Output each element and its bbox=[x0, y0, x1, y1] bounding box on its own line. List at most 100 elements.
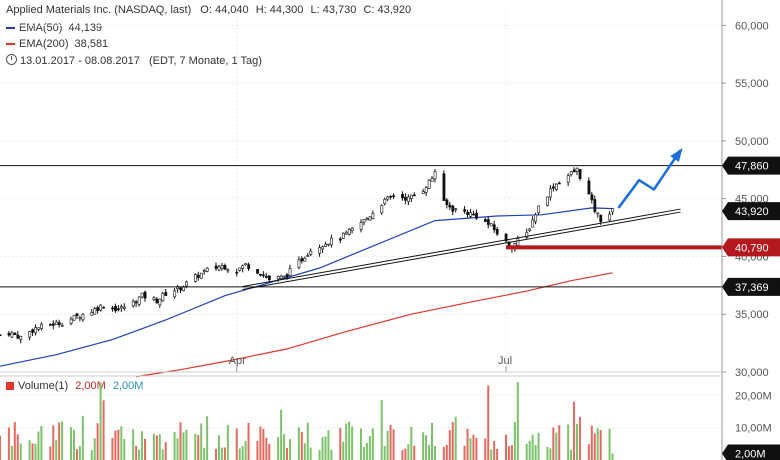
volume-bar bbox=[217, 435, 220, 460]
volume-bar bbox=[176, 438, 179, 460]
volume-bar bbox=[19, 443, 22, 460]
volume-bar bbox=[93, 438, 96, 460]
volume-bar bbox=[58, 422, 61, 460]
candle-body bbox=[433, 171, 437, 180]
volume-bar bbox=[345, 423, 348, 460]
candle-body bbox=[196, 274, 200, 278]
candle-body bbox=[492, 224, 496, 231]
volume-bar bbox=[472, 434, 475, 460]
candle-body bbox=[214, 265, 218, 269]
volume-bar bbox=[401, 450, 404, 460]
volume-bar bbox=[268, 443, 271, 460]
candle-body bbox=[546, 196, 549, 206]
date-range-note: (EDT, 7 Monate, 1 Tag) bbox=[148, 55, 262, 67]
candle-body bbox=[596, 212, 600, 215]
volume-bar bbox=[306, 422, 309, 460]
candle-body bbox=[504, 233, 508, 242]
candle-body bbox=[552, 186, 555, 189]
volume-bar bbox=[16, 434, 19, 460]
candle-body bbox=[285, 274, 289, 278]
candle-body bbox=[259, 273, 262, 276]
candle-body bbox=[54, 321, 58, 326]
volume-bar bbox=[265, 437, 268, 460]
candle-body bbox=[161, 293, 165, 302]
volume-bar bbox=[300, 431, 303, 460]
volume-bar bbox=[61, 421, 64, 460]
candle-body bbox=[10, 332, 14, 338]
candle-body bbox=[483, 219, 487, 222]
volume-bar bbox=[7, 427, 10, 460]
candle-body bbox=[338, 238, 342, 241]
candle-body bbox=[599, 214, 603, 223]
candle-body bbox=[205, 267, 209, 272]
candle-body bbox=[158, 298, 162, 306]
support-tag: 40,790 bbox=[722, 238, 780, 257]
volume-bar bbox=[442, 446, 445, 460]
volume-bar bbox=[238, 448, 241, 460]
volume-bar bbox=[182, 432, 185, 460]
price-tag-shape bbox=[722, 277, 780, 296]
volume-bar bbox=[422, 432, 425, 460]
candle-body bbox=[427, 179, 431, 189]
volume-bar bbox=[466, 428, 469, 460]
volume-bar bbox=[31, 443, 34, 460]
volume-bar bbox=[132, 429, 135, 460]
candle-body bbox=[0, 334, 2, 337]
volume-bar bbox=[206, 416, 209, 460]
volume-bar bbox=[368, 436, 371, 460]
candle-body bbox=[276, 276, 280, 280]
volume-bar bbox=[226, 424, 229, 460]
candle-body bbox=[368, 216, 372, 221]
y-tick-label: 55,000 bbox=[735, 78, 769, 90]
indicator-lines bbox=[0, 207, 613, 378]
volume-bar bbox=[70, 427, 73, 460]
volume-bar bbox=[365, 443, 368, 460]
volume-bar bbox=[247, 422, 250, 460]
volume-bar bbox=[72, 430, 75, 460]
y-tick-label: 50,000 bbox=[735, 136, 769, 148]
candle-body bbox=[60, 324, 64, 327]
ema200-legend[interactable]: EMA(200) 38,581 bbox=[6, 38, 108, 50]
volume-bar bbox=[504, 434, 507, 460]
volume-bar bbox=[99, 382, 102, 460]
volume-bar bbox=[203, 447, 206, 460]
volume-bar bbox=[428, 445, 431, 460]
candle-body bbox=[140, 292, 144, 298]
candle-body bbox=[451, 205, 455, 212]
candle-body bbox=[28, 331, 32, 338]
volume-bar bbox=[37, 431, 40, 460]
price-tag-shape bbox=[722, 156, 780, 175]
volume-bar bbox=[13, 422, 16, 460]
candle-body bbox=[410, 194, 413, 200]
support-tag-text: 40,790 bbox=[735, 242, 769, 254]
volume-bar bbox=[407, 444, 410, 460]
volume-bar bbox=[490, 449, 493, 460]
volume-bar bbox=[448, 430, 451, 460]
annotations bbox=[0, 148, 722, 290]
candle-body bbox=[220, 264, 224, 269]
candle-body bbox=[122, 306, 126, 309]
candle-body bbox=[309, 250, 313, 255]
volume-bar bbox=[164, 442, 167, 460]
candle-body bbox=[412, 194, 416, 197]
volume-legend[interactable]: Volume(1) 2,00M 2,00M bbox=[6, 380, 143, 392]
volume-bar bbox=[531, 434, 534, 460]
volume-bar bbox=[220, 447, 223, 460]
candle-body bbox=[442, 173, 446, 201]
volume-bar bbox=[380, 400, 383, 460]
ema200-value: 38,581 bbox=[74, 38, 109, 50]
candle-body bbox=[267, 275, 271, 281]
volume-bar bbox=[138, 449, 141, 460]
candle-body bbox=[578, 169, 582, 179]
ema50-swatch bbox=[6, 27, 15, 30]
volume-bar bbox=[324, 436, 327, 460]
clock-icon bbox=[6, 54, 17, 65]
volume-bar bbox=[179, 422, 182, 460]
candle-body bbox=[380, 205, 384, 214]
volume-bar bbox=[123, 438, 126, 460]
forecast-arrow bbox=[617, 149, 682, 209]
candlesticks bbox=[0, 167, 615, 344]
volume-bar bbox=[570, 449, 573, 460]
